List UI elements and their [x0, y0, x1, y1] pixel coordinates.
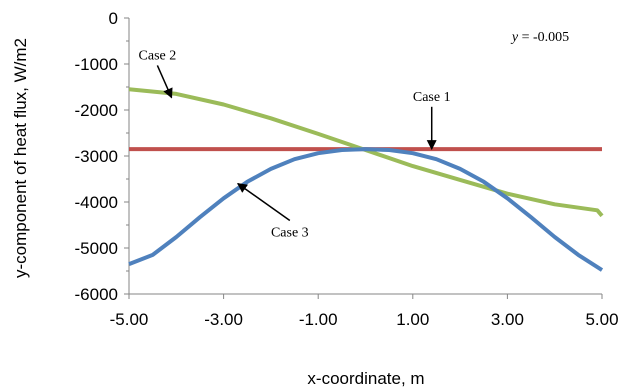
x-tick-label: 3.00: [491, 310, 524, 329]
x-tick-label: -3.00: [204, 310, 243, 329]
annotation-case-1: Case 1: [413, 90, 451, 105]
annotation-y-value: y = -0.005: [510, 30, 569, 45]
annotation-arrow: [156, 65, 173, 99]
y-tick-label: -6000: [75, 285, 118, 304]
annotation-layer: Case 1 Case 2 Case 3 y = -0.005: [139, 30, 570, 241]
axes: 0 -1000 -2000 -3000 -4000 -5000 -6000 -5.00 -3.0…: [75, 9, 619, 329]
annotation-case-2: Case 2: [139, 48, 177, 63]
x-axis-title: x-coordinate, m: [307, 369, 424, 388]
annotation-case-3: Case 3: [271, 226, 309, 241]
x-tick-label: -5.00: [110, 310, 149, 329]
x-tick-label: 1.00: [396, 310, 429, 329]
series-line-case-2: [128, 87, 604, 218]
series-layer: [128, 87, 604, 272]
y-tick-label: -3000: [75, 147, 118, 166]
y-tick-label: -1000: [75, 55, 118, 74]
series-line-case-3: [128, 147, 604, 272]
annotation-arrow: [236, 182, 291, 222]
x-tick-label: -1.00: [299, 310, 338, 329]
y-tick-label: -2000: [75, 101, 118, 120]
y-axis-title: y-component of heat flux, W/m2: [11, 38, 30, 278]
y-tick-label: -4000: [75, 193, 118, 212]
x-tick-label: 5.00: [585, 310, 618, 329]
y-tick-label: 0: [109, 9, 118, 28]
y-tick-label: -5000: [75, 239, 118, 258]
